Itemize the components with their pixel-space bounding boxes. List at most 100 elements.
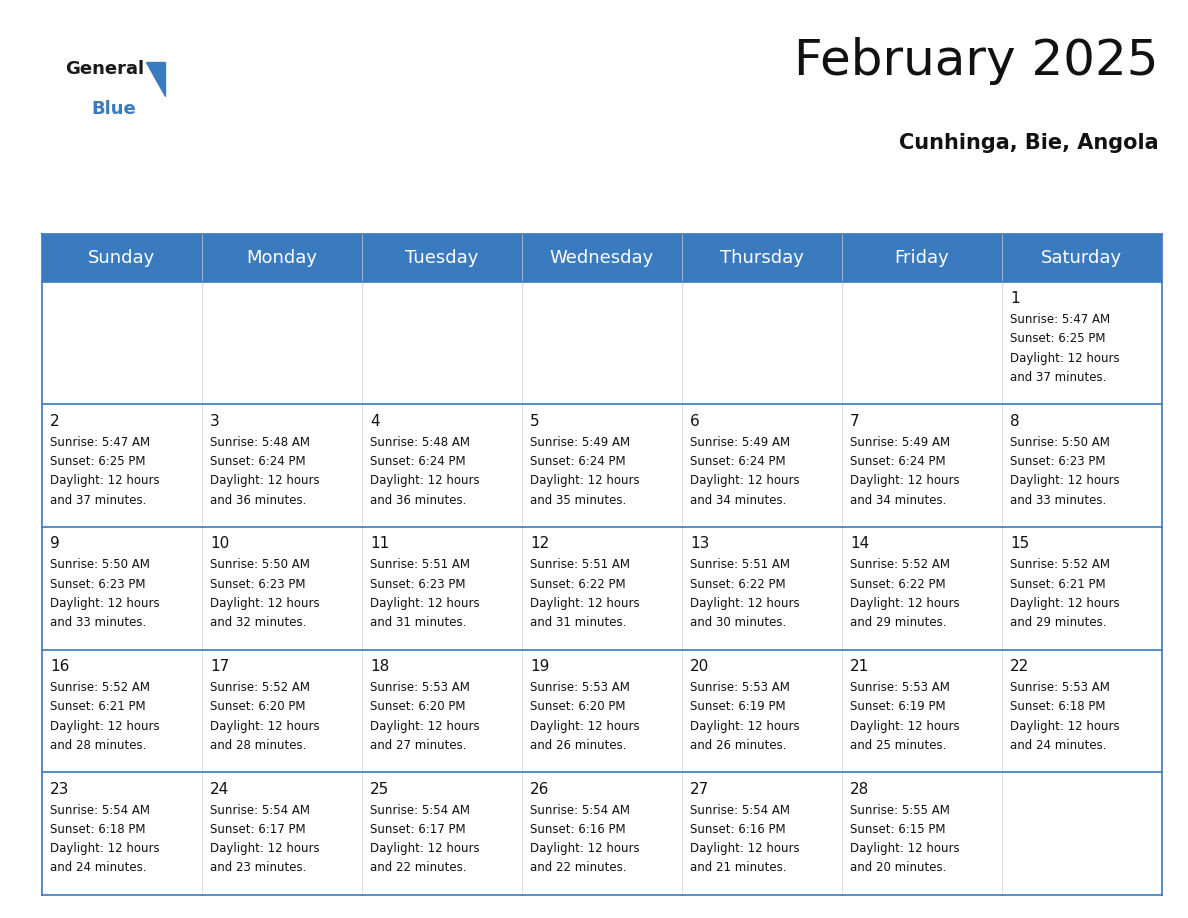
Text: 21: 21 <box>851 659 870 674</box>
Bar <box>682 772 842 895</box>
Text: Daylight: 12 hours: Daylight: 12 hours <box>1010 720 1120 733</box>
Bar <box>202 650 361 772</box>
Text: February 2025: February 2025 <box>794 37 1158 84</box>
Text: Daylight: 12 hours: Daylight: 12 hours <box>50 475 159 487</box>
Text: Daylight: 12 hours: Daylight: 12 hours <box>851 720 960 733</box>
Text: Sunrise: 5:50 AM: Sunrise: 5:50 AM <box>50 558 150 571</box>
Bar <box>42 234 1162 282</box>
Bar <box>682 650 842 772</box>
Text: and 25 minutes.: and 25 minutes. <box>851 739 947 752</box>
Text: Sunrise: 5:48 AM: Sunrise: 5:48 AM <box>210 436 310 449</box>
Text: Daylight: 12 hours: Daylight: 12 hours <box>369 597 480 610</box>
Text: Sunset: 6:25 PM: Sunset: 6:25 PM <box>50 455 145 468</box>
Text: Sunset: 6:16 PM: Sunset: 6:16 PM <box>530 823 626 836</box>
Bar <box>522 282 682 405</box>
Text: and 34 minutes.: and 34 minutes. <box>851 494 947 507</box>
Text: Sunrise: 5:49 AM: Sunrise: 5:49 AM <box>530 436 630 449</box>
Text: 7: 7 <box>851 414 860 429</box>
Text: Monday: Monday <box>246 249 317 267</box>
Text: Sunrise: 5:54 AM: Sunrise: 5:54 AM <box>50 803 150 817</box>
Text: Sunrise: 5:54 AM: Sunrise: 5:54 AM <box>530 803 630 817</box>
Text: Sunset: 6:23 PM: Sunset: 6:23 PM <box>210 577 305 590</box>
Bar <box>1001 282 1162 405</box>
Text: Tuesday: Tuesday <box>405 249 479 267</box>
Text: Sunrise: 5:52 AM: Sunrise: 5:52 AM <box>851 558 950 571</box>
Bar <box>202 527 361 650</box>
Text: Friday: Friday <box>895 249 949 267</box>
Text: and 20 minutes.: and 20 minutes. <box>851 861 947 875</box>
Text: 22: 22 <box>1010 659 1029 674</box>
Text: Sunrise: 5:55 AM: Sunrise: 5:55 AM <box>851 803 950 817</box>
Text: and 29 minutes.: and 29 minutes. <box>851 616 947 629</box>
Text: Sunset: 6:24 PM: Sunset: 6:24 PM <box>210 455 305 468</box>
Bar <box>682 405 842 527</box>
Text: Daylight: 12 hours: Daylight: 12 hours <box>50 720 159 733</box>
Bar <box>842 282 1001 405</box>
Text: Daylight: 12 hours: Daylight: 12 hours <box>369 720 480 733</box>
Text: Daylight: 12 hours: Daylight: 12 hours <box>1010 475 1120 487</box>
Text: Sunrise: 5:51 AM: Sunrise: 5:51 AM <box>690 558 790 571</box>
Text: Sunset: 6:16 PM: Sunset: 6:16 PM <box>690 823 785 836</box>
Text: Sunset: 6:25 PM: Sunset: 6:25 PM <box>1010 332 1106 345</box>
Text: Daylight: 12 hours: Daylight: 12 hours <box>530 720 639 733</box>
Text: and 24 minutes.: and 24 minutes. <box>1010 739 1107 752</box>
Text: Sunrise: 5:47 AM: Sunrise: 5:47 AM <box>50 436 150 449</box>
Text: 17: 17 <box>210 659 229 674</box>
Bar <box>842 527 1001 650</box>
Text: Sunset: 6:18 PM: Sunset: 6:18 PM <box>1010 700 1106 713</box>
Bar <box>1001 405 1162 527</box>
Text: Sunrise: 5:53 AM: Sunrise: 5:53 AM <box>369 681 469 694</box>
Text: Sunrise: 5:54 AM: Sunrise: 5:54 AM <box>690 803 790 817</box>
Text: 16: 16 <box>50 659 69 674</box>
Bar <box>42 282 202 405</box>
Text: 3: 3 <box>210 414 220 429</box>
Text: Sunday: Sunday <box>88 249 156 267</box>
Text: Daylight: 12 hours: Daylight: 12 hours <box>50 842 159 856</box>
Text: 23: 23 <box>50 781 69 797</box>
Text: Daylight: 12 hours: Daylight: 12 hours <box>690 475 800 487</box>
Text: Daylight: 12 hours: Daylight: 12 hours <box>210 842 320 856</box>
Bar <box>842 405 1001 527</box>
Text: 26: 26 <box>530 781 549 797</box>
Text: 9: 9 <box>50 536 59 552</box>
Text: Sunset: 6:17 PM: Sunset: 6:17 PM <box>369 823 466 836</box>
Bar <box>42 405 202 527</box>
Text: Blue: Blue <box>91 100 137 118</box>
Text: Daylight: 12 hours: Daylight: 12 hours <box>690 720 800 733</box>
Polygon shape <box>146 62 165 96</box>
Text: 20: 20 <box>690 659 709 674</box>
Text: General: General <box>65 60 145 78</box>
Text: Sunset: 6:24 PM: Sunset: 6:24 PM <box>690 455 785 468</box>
Text: Sunset: 6:17 PM: Sunset: 6:17 PM <box>210 823 305 836</box>
Bar <box>361 405 522 527</box>
Bar <box>202 405 361 527</box>
Text: 6: 6 <box>690 414 700 429</box>
Text: and 36 minutes.: and 36 minutes. <box>210 494 307 507</box>
Text: and 32 minutes.: and 32 minutes. <box>210 616 307 629</box>
Bar <box>42 527 202 650</box>
Text: Sunset: 6:24 PM: Sunset: 6:24 PM <box>530 455 626 468</box>
Bar <box>682 527 842 650</box>
Text: Sunrise: 5:52 AM: Sunrise: 5:52 AM <box>50 681 150 694</box>
Text: Sunset: 6:21 PM: Sunset: 6:21 PM <box>1010 577 1106 590</box>
Bar <box>42 650 202 772</box>
Text: Daylight: 12 hours: Daylight: 12 hours <box>369 475 480 487</box>
Text: Daylight: 12 hours: Daylight: 12 hours <box>369 842 480 856</box>
Text: 4: 4 <box>369 414 380 429</box>
Text: and 23 minutes.: and 23 minutes. <box>210 861 307 875</box>
Text: Sunrise: 5:47 AM: Sunrise: 5:47 AM <box>1010 313 1111 326</box>
Text: Sunset: 6:20 PM: Sunset: 6:20 PM <box>530 700 626 713</box>
Text: Daylight: 12 hours: Daylight: 12 hours <box>851 475 960 487</box>
Text: 18: 18 <box>369 659 390 674</box>
Text: Daylight: 12 hours: Daylight: 12 hours <box>1010 352 1120 364</box>
Text: and 35 minutes.: and 35 minutes. <box>530 494 626 507</box>
Text: Daylight: 12 hours: Daylight: 12 hours <box>530 475 639 487</box>
Text: Daylight: 12 hours: Daylight: 12 hours <box>851 842 960 856</box>
Text: and 22 minutes.: and 22 minutes. <box>369 861 467 875</box>
Text: Daylight: 12 hours: Daylight: 12 hours <box>210 720 320 733</box>
Bar <box>361 650 522 772</box>
Text: and 33 minutes.: and 33 minutes. <box>1010 494 1106 507</box>
Text: and 26 minutes.: and 26 minutes. <box>530 739 626 752</box>
Text: Daylight: 12 hours: Daylight: 12 hours <box>210 475 320 487</box>
Bar <box>522 527 682 650</box>
